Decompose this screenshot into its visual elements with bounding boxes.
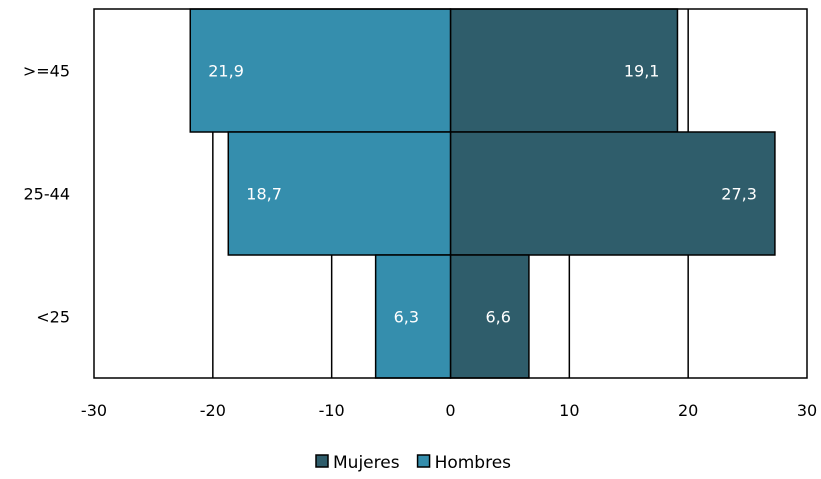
data-label-mujeres: 19,1 — [624, 62, 660, 81]
data-labels: 19,1 21,9 27,3 18,7 6,6 6,3 — [208, 62, 757, 327]
data-label-hombres: 18,7 — [246, 185, 282, 204]
x-tick-label: 30 — [797, 401, 817, 420]
x-tick-label: -20 — [200, 401, 226, 420]
x-tick-label: 20 — [678, 401, 698, 420]
legend-swatch-hombres — [416, 454, 431, 468]
x-axis-tick-labels: -30 -20 -10 0 10 20 30 — [81, 401, 817, 420]
x-tick-label: 0 — [445, 401, 455, 420]
bar-hombres-2 — [374, 254, 452, 379]
legend-label-mujeres: Mujeres — [333, 453, 400, 473]
category-label: 25-44 — [24, 185, 71, 204]
bar-mujeres-0 — [449, 8, 679, 133]
plot-area-frame — [93, 8, 808, 379]
data-label-mujeres: 6,6 — [485, 308, 510, 327]
bar-mujeres-1 — [449, 131, 776, 256]
legend-swatch-mujeres — [315, 454, 329, 468]
data-label-hombres: 21,9 — [208, 62, 244, 81]
legend: Mujeres Hombres — [315, 453, 512, 473]
x-tick-label: 10 — [559, 401, 579, 420]
y-axis-category-labels: >=45 25-44 <25 — [23, 62, 70, 327]
x-tick-label: -30 — [81, 401, 107, 420]
bar-hombres-1 — [227, 131, 452, 256]
category-label: >=45 — [23, 62, 70, 81]
data-label-hombres: 6,3 — [394, 308, 419, 327]
legend-label-hombres: Hombres — [435, 453, 512, 473]
data-label-mujeres: 27,3 — [721, 185, 757, 204]
category-label: <25 — [36, 308, 70, 327]
x-tick-label: -10 — [319, 401, 345, 420]
bars — [189, 8, 776, 379]
bar-mujeres-2 — [449, 254, 530, 379]
